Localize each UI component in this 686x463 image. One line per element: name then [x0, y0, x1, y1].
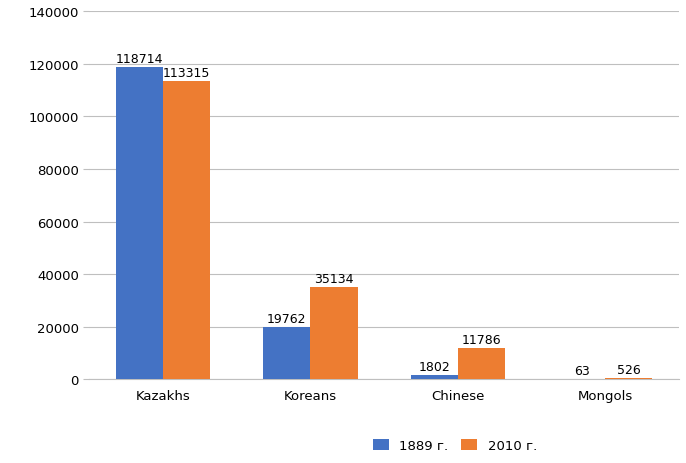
Legend: 1889 г., 2010 г.: 1889 г., 2010 г.	[368, 434, 543, 457]
Text: 19762: 19762	[267, 313, 307, 325]
Text: 63: 63	[573, 364, 589, 377]
Bar	[311, 288, 357, 380]
Bar	[116, 68, 163, 380]
Bar	[411, 375, 458, 380]
Bar	[263, 328, 311, 380]
Text: 118714: 118714	[116, 53, 163, 66]
Bar	[163, 82, 211, 380]
Bar	[458, 349, 505, 380]
Text: 113315: 113315	[163, 67, 211, 80]
Text: 1802: 1802	[418, 360, 450, 373]
Text: 11786: 11786	[462, 334, 501, 347]
Text: 35134: 35134	[314, 272, 354, 285]
Text: 526: 526	[617, 363, 641, 376]
Bar	[605, 378, 652, 380]
